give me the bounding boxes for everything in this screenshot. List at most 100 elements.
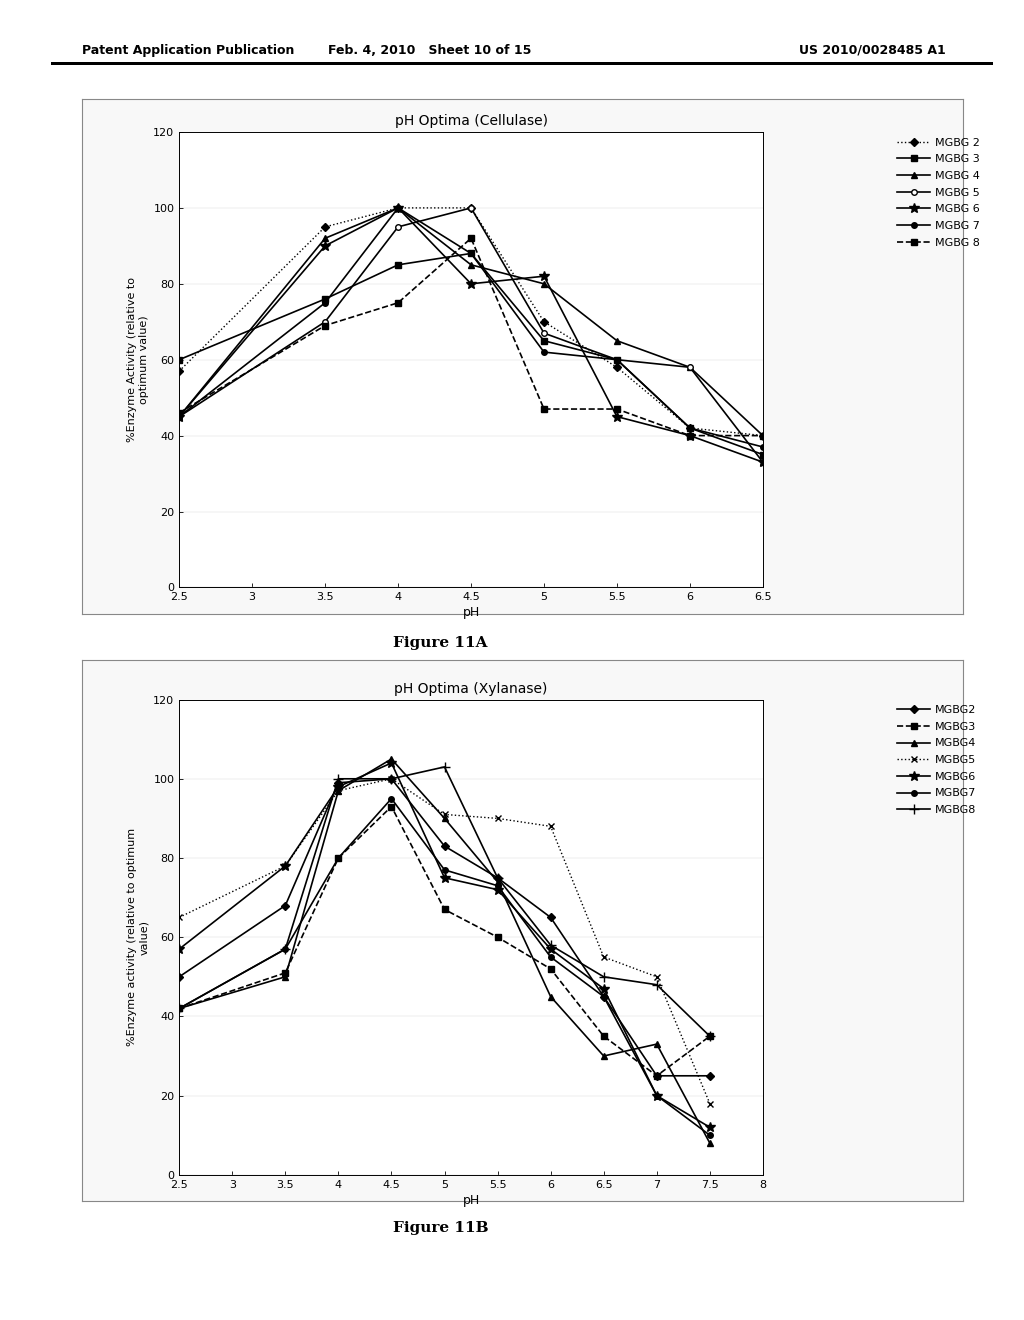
- MGBG5: [332, 783, 344, 799]
- MGBG 3: [392, 257, 404, 273]
- MGBG 3: [538, 333, 550, 348]
- MGBG 7: [465, 246, 477, 261]
- MGBG7: [280, 941, 292, 957]
- MGBG7: [385, 791, 397, 807]
- Line: MGBG 7: MGBG 7: [176, 205, 766, 450]
- MGBG 8: [610, 401, 623, 417]
- Text: Feb. 4, 2010   Sheet 10 of 15: Feb. 4, 2010 Sheet 10 of 15: [329, 44, 531, 57]
- MGBG 3: [684, 420, 696, 436]
- MGBG 5: [538, 325, 550, 341]
- MGBG3: [173, 1001, 185, 1016]
- MGBG3: [385, 799, 397, 814]
- Line: MGBG 6: MGBG 6: [174, 203, 768, 467]
- MGBG 3: [173, 352, 185, 368]
- MGBG7: [598, 989, 610, 1005]
- MGBG4: [280, 969, 292, 985]
- MGBG6: [332, 779, 344, 795]
- MGBG2: [492, 870, 504, 886]
- MGBG4: [650, 1036, 663, 1052]
- MGBG2: [280, 898, 292, 913]
- MGBG5: [703, 1096, 716, 1111]
- MGBG 6: [684, 428, 696, 444]
- MGBG2: [385, 771, 397, 787]
- MGBG 4: [318, 230, 331, 246]
- MGBG 5: [757, 428, 769, 444]
- MGBG 5: [610, 352, 623, 368]
- MGBG 2: [538, 314, 550, 330]
- MGBG 2: [465, 201, 477, 216]
- MGBG 8: [538, 401, 550, 417]
- Line: MGBG 2: MGBG 2: [176, 205, 766, 438]
- MGBG 2: [757, 428, 769, 444]
- Line: MGBG 4: MGBG 4: [176, 205, 766, 466]
- MGBG 3: [757, 446, 769, 462]
- MGBG 6: [610, 409, 623, 425]
- Line: MGBG 5: MGBG 5: [176, 205, 766, 438]
- MGBG 2: [610, 359, 623, 375]
- MGBG8: [545, 937, 557, 953]
- Line: MGBG6: MGBG6: [174, 758, 715, 1133]
- MGBG7: [173, 1001, 185, 1016]
- MGBG 5: [684, 359, 696, 375]
- Text: Patent Application Publication: Patent Application Publication: [82, 44, 294, 57]
- MGBG4: [492, 874, 504, 890]
- MGBG2: [703, 1068, 716, 1084]
- MGBG3: [492, 929, 504, 945]
- MGBG3: [438, 902, 451, 917]
- MGBG 7: [610, 352, 623, 368]
- MGBG5: [280, 858, 292, 874]
- MGBG6: [545, 941, 557, 957]
- MGBG 8: [173, 405, 185, 421]
- MGBG4: [332, 783, 344, 799]
- MGBG 4: [173, 409, 185, 425]
- Text: US 2010/0028485 A1: US 2010/0028485 A1: [799, 44, 945, 57]
- MGBG4: [545, 989, 557, 1005]
- MGBG 6: [465, 276, 477, 292]
- Line: MGBG4: MGBG4: [176, 755, 714, 1147]
- MGBG 7: [538, 345, 550, 360]
- MGBG7: [492, 878, 504, 894]
- MGBG4: [703, 1135, 716, 1151]
- MGBG 4: [610, 333, 623, 348]
- MGBG 8: [392, 294, 404, 310]
- MGBG2: [545, 909, 557, 925]
- MGBG4: [598, 1048, 610, 1064]
- MGBG 8: [757, 428, 769, 444]
- MGBG7: [438, 862, 451, 878]
- X-axis label: pH: pH: [463, 1193, 479, 1206]
- MGBG8: [280, 941, 292, 957]
- MGBG7: [332, 850, 344, 866]
- Text: Figure 11A: Figure 11A: [393, 636, 487, 651]
- MGBG 2: [318, 219, 331, 235]
- MGBG2: [598, 989, 610, 1005]
- MGBG 7: [392, 201, 404, 216]
- MGBG2: [650, 1068, 663, 1084]
- MGBG 3: [465, 246, 477, 261]
- Line: MGBG7: MGBG7: [176, 796, 713, 1138]
- MGBG8: [598, 969, 610, 985]
- MGBG 2: [684, 420, 696, 436]
- MGBG 5: [318, 314, 331, 330]
- MGBG 5: [465, 201, 477, 216]
- MGBG 2: [173, 363, 185, 379]
- MGBG 3: [318, 292, 331, 308]
- MGBG8: [703, 1028, 716, 1044]
- MGBG 8: [465, 230, 477, 246]
- MGBG5: [650, 969, 663, 985]
- MGBG 4: [684, 359, 696, 375]
- MGBG5: [173, 909, 185, 925]
- MGBG6: [703, 1119, 716, 1135]
- Line: MGBG 3: MGBG 3: [176, 251, 766, 457]
- Text: Figure 11B: Figure 11B: [392, 1221, 488, 1236]
- MGBG 7: [318, 294, 331, 310]
- MGBG5: [492, 810, 504, 826]
- MGBG 6: [392, 201, 404, 216]
- MGBG5: [545, 818, 557, 834]
- MGBG4: [173, 1001, 185, 1016]
- Line: MGBG 8: MGBG 8: [176, 235, 766, 438]
- MGBG5: [598, 949, 610, 965]
- MGBG4: [385, 751, 397, 767]
- Line: MGBG2: MGBG2: [176, 776, 713, 1078]
- MGBG5: [385, 771, 397, 787]
- MGBG3: [280, 965, 292, 981]
